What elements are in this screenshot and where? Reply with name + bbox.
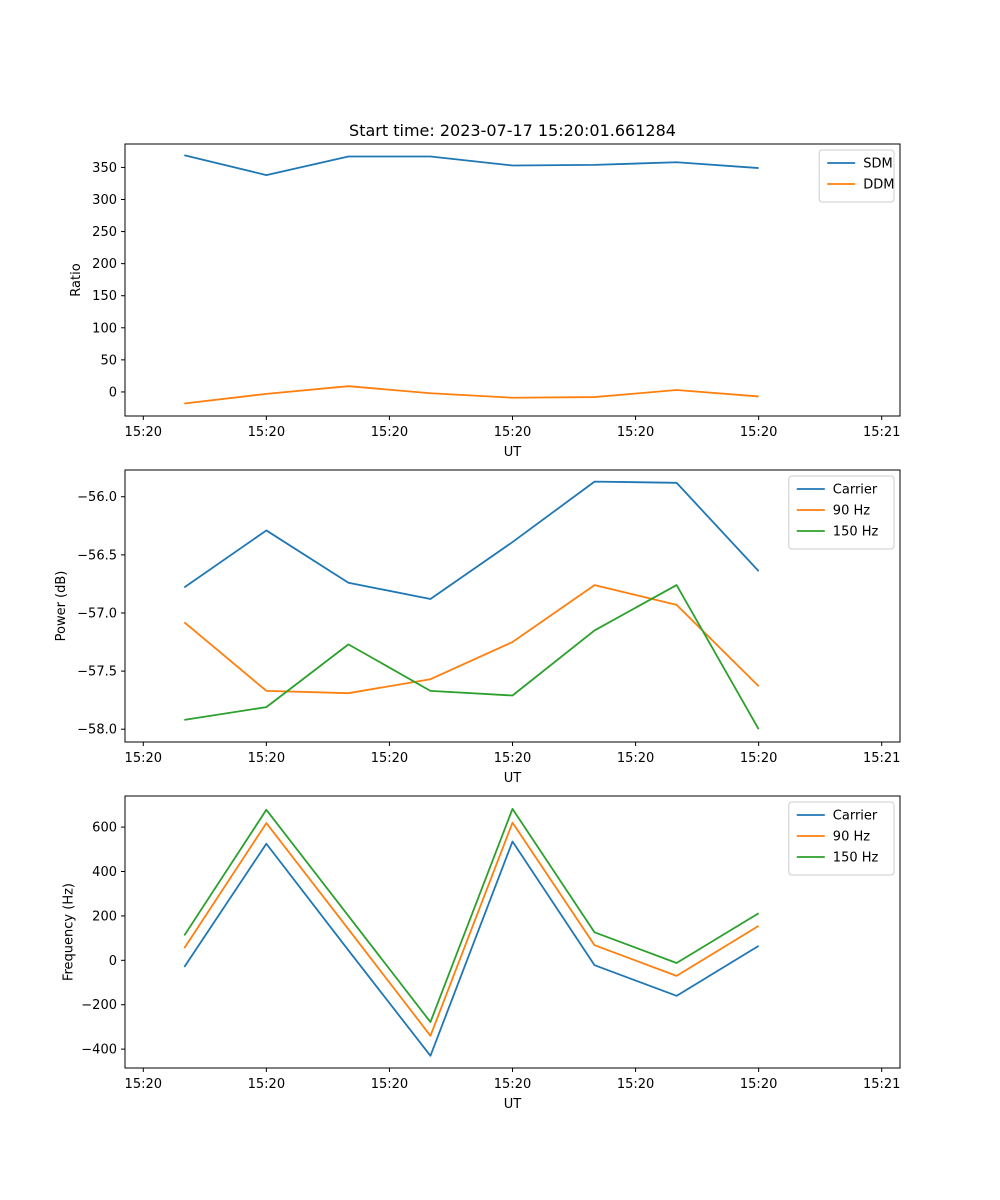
frequency-series-150-hz-line xyxy=(183,807,760,1023)
ratio-y-tick-label: 250 xyxy=(92,225,117,240)
ratio-series-ddm-line xyxy=(184,385,759,405)
frequency-x-tick-label: 15:20 xyxy=(371,1077,408,1092)
ratio-y-tick-label: 0 xyxy=(109,385,117,400)
frequency-x-tick-label: 15:21 xyxy=(863,1077,900,1092)
ratio-y-tick-label: 150 xyxy=(92,289,117,304)
power-y-tick-label: −57.0 xyxy=(77,606,117,621)
power-y-tick-label: −57.5 xyxy=(77,665,117,680)
frequency-y-axis-label: Frequency (Hz) xyxy=(62,883,77,981)
power-x-tick-label: 15:20 xyxy=(125,751,162,766)
frequency-y-tick-label: −400 xyxy=(81,1043,117,1058)
power-legend-label-carrier: Carrier xyxy=(833,483,878,498)
frequency-x-tick-label: 15:20 xyxy=(125,1077,162,1092)
ratio-y-tick-label: 350 xyxy=(92,161,117,176)
frequency-y-tick-label: 600 xyxy=(92,821,117,836)
frequency-axes-frame xyxy=(124,795,901,1069)
ratio-x-tick-label: 15:20 xyxy=(617,425,654,440)
frequency-x-tick-label: 15:20 xyxy=(740,1077,777,1092)
frequency-x-tick-label: 15:20 xyxy=(494,1077,531,1092)
ratio-x-tick-label: 15:20 xyxy=(740,425,777,440)
ratio-y-tick-label: 100 xyxy=(92,321,117,336)
frequency-legend-label-150-hz: 150 Hz xyxy=(833,851,879,866)
ratio-axes-frame xyxy=(124,143,901,417)
power-x-tick-label: 15:21 xyxy=(863,751,900,766)
ratio-y-tick-label: 200 xyxy=(92,257,117,272)
frequency-y-tick-label: 400 xyxy=(92,865,117,880)
power-y-tick-label: −56.5 xyxy=(77,548,117,563)
power-x-tick-label: 15:20 xyxy=(248,751,285,766)
ratio-chart-title: Start time: 2023-07-17 15:20:01.661284 xyxy=(349,121,676,140)
frequency-x-tick-label: 15:20 xyxy=(617,1077,654,1092)
frequency-legend-label-carrier: Carrier xyxy=(833,809,878,824)
power-y-axis-label: Power (dB) xyxy=(54,571,69,642)
ratio-x-tick-label: 15:21 xyxy=(863,425,900,440)
power-axes-frame xyxy=(124,469,901,743)
ratio-y-tick-label: 50 xyxy=(100,353,117,368)
power-x-tick-label: 15:20 xyxy=(617,751,654,766)
power-x-tick-label: 15:20 xyxy=(494,751,531,766)
ratio-legend-label-ddm: DDM xyxy=(863,178,894,193)
power-series-150-hz-line xyxy=(184,584,760,730)
power-series-90-hz-line xyxy=(183,584,760,695)
frequency-legend-label-90-hz: 90 Hz xyxy=(833,830,870,845)
ratio-x-tick-label: 15:20 xyxy=(494,425,531,440)
ratio-x-axis-label: UT xyxy=(504,445,522,460)
frequency-series-carrier-line xyxy=(183,840,760,1057)
power-y-tick-label: −58.0 xyxy=(77,723,117,738)
power-series-carrier-line xyxy=(183,480,760,600)
power-x-tick-label: 15:20 xyxy=(371,751,408,766)
ratio-x-tick-label: 15:20 xyxy=(371,425,408,440)
power-y-tick-label: −56.0 xyxy=(77,490,117,505)
power-x-tick-label: 15:20 xyxy=(740,751,777,766)
frequency-x-tick-label: 15:20 xyxy=(248,1077,285,1092)
frequency-y-tick-label: 200 xyxy=(92,909,117,924)
power-legend-label-90-hz: 90 Hz xyxy=(833,504,870,519)
power-legend-label-150-hz: 150 Hz xyxy=(833,525,879,540)
frequency-y-tick-label: −200 xyxy=(81,998,117,1013)
ratio-y-axis-label: Ratio xyxy=(69,263,84,296)
power-x-axis-label: UT xyxy=(504,771,522,786)
ratio-x-tick-label: 15:20 xyxy=(125,425,162,440)
ratio-x-tick-label: 15:20 xyxy=(248,425,285,440)
ratio-legend-label-sdm: SDM xyxy=(863,157,892,172)
ratio-series-sdm-line xyxy=(184,154,759,177)
ratio-y-tick-label: 300 xyxy=(92,193,117,208)
frequency-x-axis-label: UT xyxy=(504,1097,522,1112)
frequency-series-90-hz-line xyxy=(183,821,760,1037)
frequency-y-tick-label: 0 xyxy=(109,954,117,969)
